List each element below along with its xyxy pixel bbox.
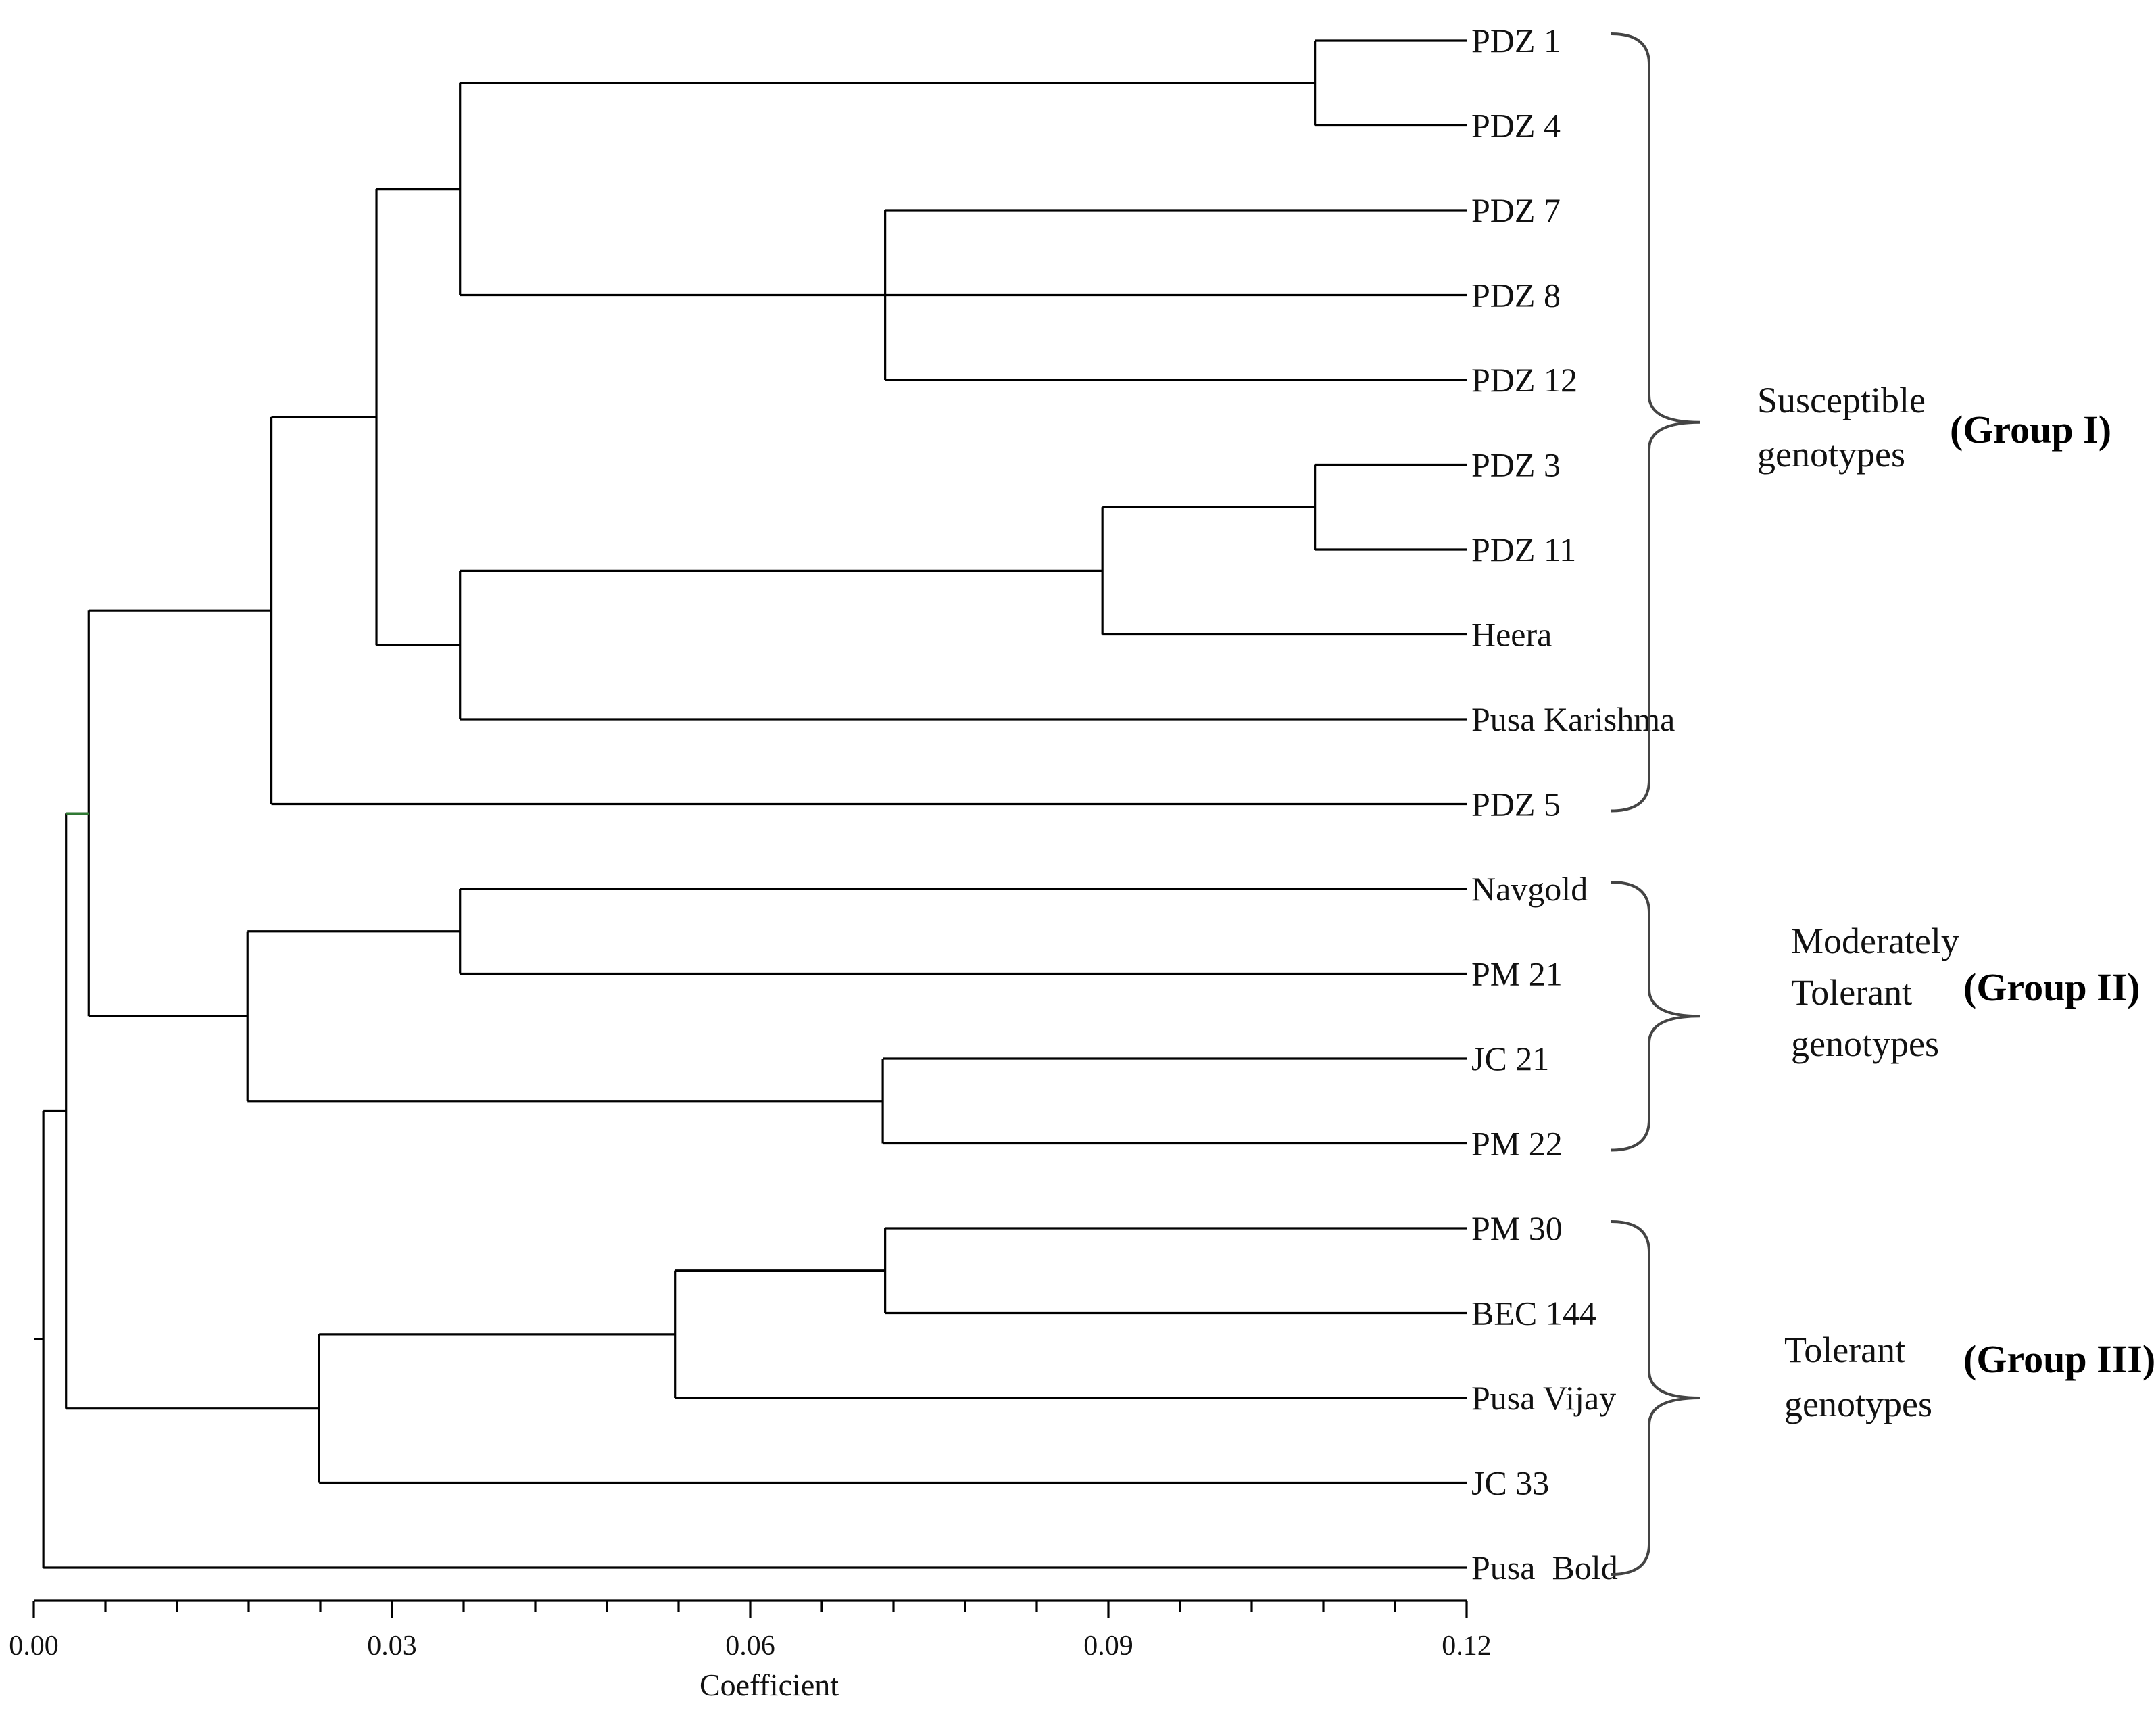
x-axis-title: Coefficient [700,1668,839,1702]
leaf-label-pusa-vijay: Pusa Vijay [1471,1379,1616,1417]
leaf-label-heera: Heera [1471,616,1552,654]
group-1-name: (Group I) [1950,408,2111,452]
leaf-label-pdz-12: PDZ 12 [1471,361,1577,399]
x-axis: 0.00 0.03 0.06 0.09 0.12 Coefficient [9,1599,1492,1702]
tick-label-0-00: 0.00 [9,1630,59,1662]
group-braces: Susceptible genotypes (Group I) Moderately T… [1611,32,2155,1576]
leaf-label-pusa-bold: Pusa Bold [1471,1549,1618,1587]
group-3-description-line-2: genotypes [1784,1384,1932,1424]
leaf-label-pdz-3: PDZ 3 [1471,446,1561,484]
leaf-labels: PDZ 1 PDZ 4 PDZ 7 PDZ 8 PDZ 12 PDZ 3 PDZ 11 Hee… [1471,22,1675,1587]
group-2-description-line-3: genotypes [1791,1023,1939,1064]
group-3-name: (Group III) [1963,1337,2155,1381]
tick-label-0-03: 0.03 [367,1630,417,1662]
tick-label-0-06: 0.06 [725,1630,775,1662]
leaf-label-pm-21: PM 21 [1471,955,1563,993]
group-brace-1 [1611,32,1700,813]
leaf-label-pdz-7: PDZ 7 [1471,191,1561,229]
leaf-label-pdz-5: PDZ 5 [1471,785,1561,823]
leaf-label-pdz-4: PDZ 4 [1471,107,1561,145]
leaf-label-jc-33: JC 33 [1471,1464,1549,1502]
x-axis-ticks: 0.00 0.03 0.06 0.09 0.12 [9,1601,1492,1662]
tree-lines [34,39,1467,1569]
leaf-label-jc-21: JC 21 [1471,1040,1549,1078]
leaf-label-bec-144: BEC 144 [1471,1295,1596,1332]
leaf-label-pusa-karishma: Pusa Karishma [1471,700,1675,738]
tick-label-0-09: 0.09 [1083,1630,1133,1662]
tick-label-0-12: 0.12 [1442,1630,1492,1662]
leaf-label-pdz-11: PDZ 11 [1471,531,1576,569]
leaf-label-pdz-1: PDZ 1 [1471,22,1561,59]
leaf-label-pm-22: PM 22 [1471,1125,1563,1163]
group-1-description-line-2: genotypes [1757,434,1905,475]
group-2-description-line-1: Moderately [1791,921,1959,961]
group-2-name: (Group II) [1963,965,2140,1009]
leaf-label-pdz-8: PDZ 8 [1471,276,1561,314]
group-brace-2 [1611,881,1700,1152]
leaf-label-navgold: Navgold [1471,870,1588,908]
group-1-description-line-1: Susceptible [1757,380,1926,420]
leaf-label-pm-30: PM 30 [1471,1209,1563,1247]
group-2-description-line-2: Tolerant [1791,972,1912,1013]
group-brace-3 [1611,1220,1700,1576]
group-3-description-line-1: Tolerant [1784,1330,1905,1370]
